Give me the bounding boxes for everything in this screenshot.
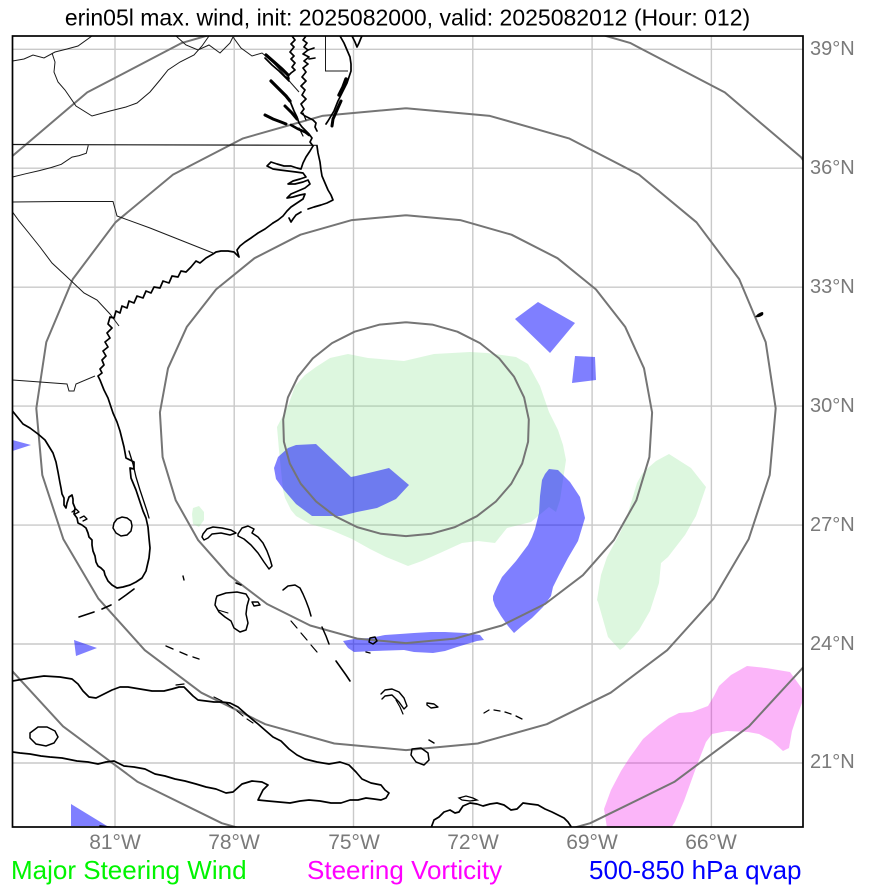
svg-text:81°W: 81°W <box>89 831 141 854</box>
svg-text:72°W: 72°W <box>447 831 499 854</box>
svg-text:33°N: 33°N <box>810 276 855 298</box>
svg-text:75°W: 75°W <box>328 831 380 854</box>
svg-text:Steering Vorticity: Steering Vorticity <box>307 855 502 885</box>
svg-text:Major Steering Wind: Major Steering Wind <box>11 855 247 885</box>
svg-text:27°N: 27°N <box>810 514 855 536</box>
svg-text:36°N: 36°N <box>810 157 855 179</box>
svg-text:39°N: 39°N <box>810 38 855 60</box>
svg-text:24°N: 24°N <box>810 633 855 655</box>
svg-text:69°W: 69°W <box>566 831 618 854</box>
svg-text:21°N: 21°N <box>810 751 855 773</box>
svg-text:erin05l max. wind, init: 20250: erin05l max. wind, init: 2025082000, val… <box>65 5 750 31</box>
svg-text:66°W: 66°W <box>685 831 737 854</box>
svg-text:30°N: 30°N <box>810 395 855 417</box>
svg-text:500-850 hPa qvap: 500-850 hPa qvap <box>589 855 802 885</box>
svg-text:78°W: 78°W <box>208 831 260 854</box>
